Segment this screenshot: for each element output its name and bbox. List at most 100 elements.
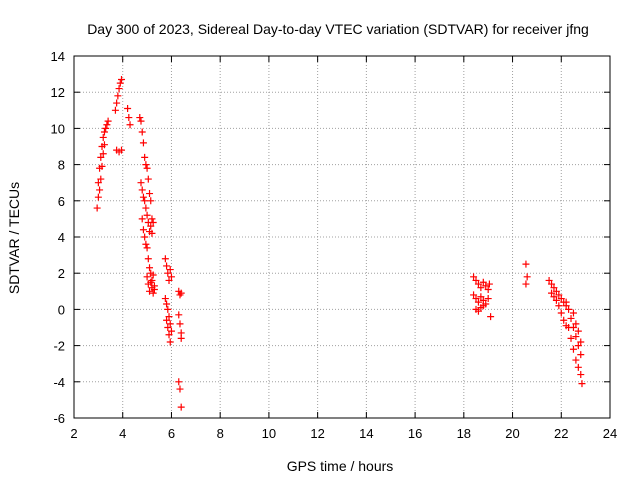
data-point-marker — [94, 193, 102, 201]
data-point-marker — [555, 291, 563, 299]
data-point-marker — [166, 266, 174, 274]
data-point-marker — [578, 380, 586, 388]
data-point-marker — [545, 276, 553, 284]
data-point-marker — [93, 204, 101, 212]
data-point-marker — [104, 117, 112, 125]
data-point-marker — [167, 273, 175, 281]
x-tick-label: 20 — [505, 426, 519, 441]
data-point-marker — [164, 269, 172, 277]
data-point-marker — [177, 334, 185, 342]
data-point-marker — [144, 175, 152, 183]
data-point-marker — [100, 141, 108, 149]
data-point-marker — [137, 117, 145, 125]
data-point-marker — [577, 371, 585, 379]
data-point-marker — [141, 153, 149, 161]
data-point-marker — [147, 278, 155, 286]
data-point-marker — [479, 302, 487, 310]
x-axis-label: GPS time / hours — [287, 458, 394, 474]
data-point-marker — [102, 124, 110, 132]
data-point-marker — [175, 311, 183, 319]
data-point-marker — [103, 121, 111, 129]
grid-lines — [74, 56, 610, 418]
y-tick-label: 6 — [58, 194, 65, 209]
data-point-marker — [97, 153, 105, 161]
data-point-marker — [138, 215, 146, 223]
y-tick-label: -4 — [53, 375, 65, 390]
data-point-marker — [148, 229, 156, 237]
chart-title: Day 300 of 2023, Sidereal Day-to-day VTE… — [87, 21, 589, 37]
data-point-marker — [552, 287, 560, 295]
data-point-marker — [474, 298, 482, 306]
data-point-marker — [97, 175, 105, 183]
data-point-marker — [118, 76, 126, 84]
data-point-marker — [164, 324, 172, 331]
data-point-marker — [522, 260, 530, 268]
x-tick-label: 4 — [119, 426, 126, 441]
data-point-marker — [167, 327, 175, 335]
data-point-marker — [165, 313, 173, 321]
data-point-marker — [113, 99, 121, 107]
y-tick-label: -2 — [53, 339, 65, 354]
data-point-marker — [142, 240, 150, 248]
data-point-marker — [176, 320, 184, 328]
y-tick-label: 10 — [51, 121, 65, 136]
data-point-marker — [94, 179, 102, 187]
data-point-marker — [484, 295, 492, 303]
data-point-marker — [124, 104, 132, 112]
data-point-marker — [143, 164, 151, 172]
data-point-marker — [143, 211, 151, 219]
data-point-marker — [100, 128, 108, 136]
y-tick-label: 2 — [58, 266, 65, 281]
data-point-marker — [166, 320, 174, 328]
data-point-marker — [482, 282, 490, 290]
data-point-marker — [143, 273, 151, 281]
data-point-marker — [147, 222, 155, 230]
data-point-marker — [142, 161, 150, 169]
data-point-marker — [472, 295, 480, 303]
data-point-marker — [572, 333, 580, 341]
data-point-marker — [99, 150, 107, 158]
data-point-marker — [139, 226, 147, 234]
y-axis-label: SDTVAR / TECUs — [6, 182, 22, 294]
data-point-marker — [115, 85, 123, 93]
data-point-marker — [149, 271, 157, 279]
data-point-marker — [150, 285, 158, 293]
y-tick-label: 12 — [51, 85, 65, 100]
data-point-marker — [118, 146, 126, 154]
x-tick-label: 10 — [262, 426, 276, 441]
x-tick-label: 18 — [457, 426, 471, 441]
data-point-marker — [176, 291, 184, 299]
data-point-marker — [487, 313, 495, 321]
x-tick-label: 12 — [310, 426, 324, 441]
data-point-marker — [138, 128, 146, 136]
data-point-marker — [137, 179, 145, 187]
data-point-marker — [96, 186, 104, 194]
data-point-marker — [163, 316, 171, 324]
data-point-marker — [146, 264, 154, 272]
data-point-marker — [139, 139, 147, 147]
data-point-marker — [142, 204, 150, 212]
data-point-marker — [98, 162, 106, 170]
x-tick-label: 14 — [359, 426, 373, 441]
data-point-marker — [111, 106, 119, 114]
y-tick-label: 8 — [58, 158, 65, 173]
data-point-marker — [146, 190, 154, 198]
data-point-marker — [577, 338, 585, 346]
data-point-marker — [126, 121, 134, 129]
data-point-marker — [125, 114, 133, 122]
data-point-marker — [149, 219, 157, 227]
data-point-marker — [569, 309, 577, 317]
data-point-marker — [116, 79, 124, 87]
data-point-marker — [139, 193, 147, 201]
y-tick-label: 4 — [58, 230, 65, 245]
data-point-marker — [477, 284, 485, 292]
data-point-marker — [548, 289, 556, 297]
x-tick-label: 16 — [408, 426, 422, 441]
data-point-marker — [567, 314, 575, 322]
y-tick-label: 14 — [51, 49, 65, 64]
data-point-marker — [165, 331, 173, 339]
data-point-marker — [565, 324, 573, 331]
data-point-marker — [574, 363, 582, 371]
data-point-marker — [574, 342, 582, 350]
